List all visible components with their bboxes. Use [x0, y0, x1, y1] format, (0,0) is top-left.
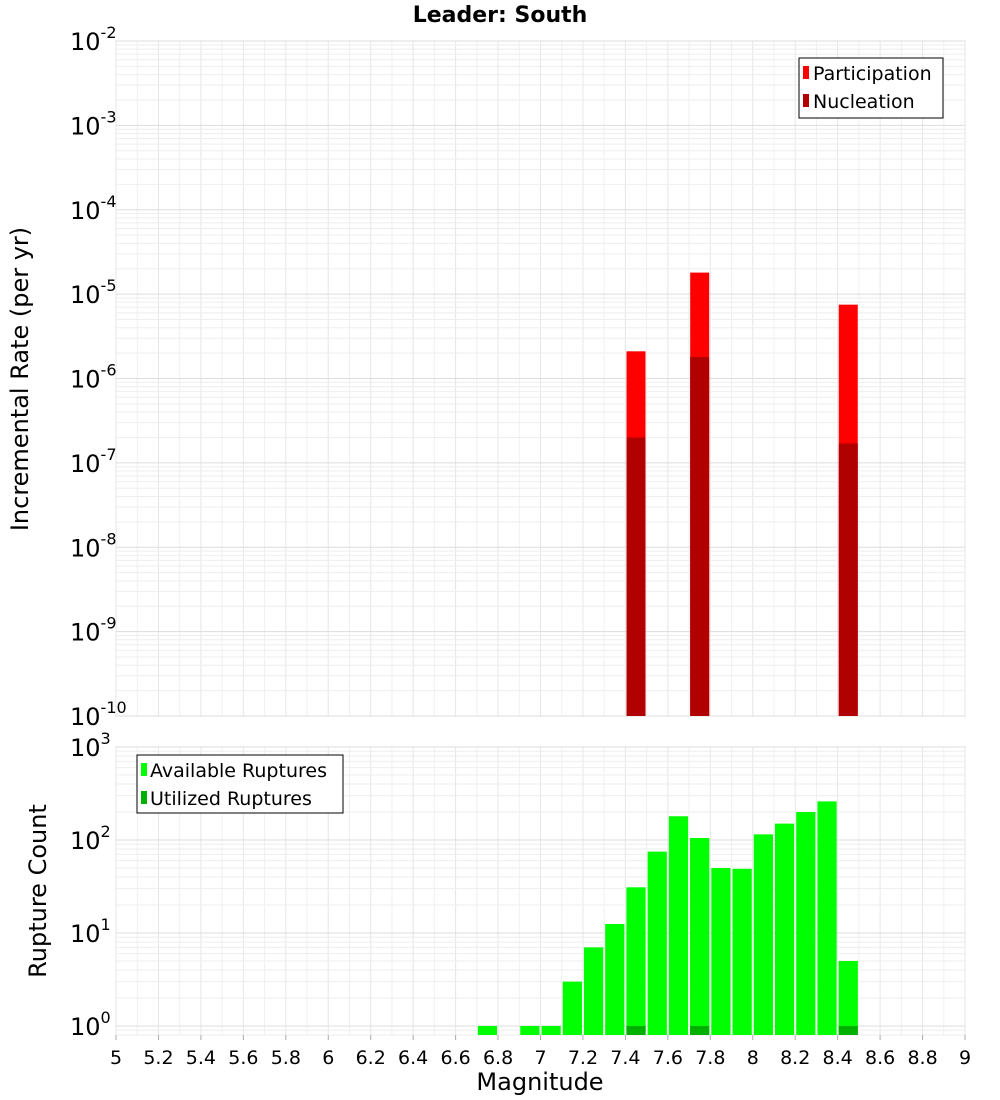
y-tick-label: 10-3: [70, 107, 117, 140]
legend-label-nucleation: Nucleation: [813, 91, 915, 113]
legend-label-utilized: Utilized Ruptures: [150, 788, 312, 810]
legend-item-nucleation: Nucleation: [803, 91, 915, 113]
legend-swatch-nucleation: [803, 94, 809, 107]
x-tick-label: 6: [322, 1047, 334, 1069]
x-tick-label: 7.6: [653, 1047, 683, 1069]
x-tick-label: 8.6: [865, 1047, 895, 1069]
x-tick-label: 5.2: [143, 1047, 173, 1069]
y-tick-label: 10-10: [70, 698, 127, 731]
bar-available-ruptures: [647, 851, 667, 1035]
x-tick-labels: 5 5.2 5.4 5.6 5.8 6 6.2 6.4 6.6 6.8 7 7.2 7.4 7.6 7.8 8…: [110, 1035, 971, 1069]
bar-available-ruptures: [838, 960, 858, 1035]
bar-available-ruptures: [817, 801, 837, 1035]
legend-item-utilized: Utilized Ruptures: [141, 788, 312, 810]
bar-available-ruptures: [626, 887, 646, 1035]
legend-swatch-participation: [803, 66, 809, 79]
bar-available-ruptures: [520, 1025, 540, 1035]
rate-grid: [115, 40, 966, 717]
y-tick-label: 10-2: [70, 23, 117, 56]
x-tick-label: 9: [959, 1047, 971, 1069]
bar-available-ruptures: [477, 1025, 498, 1035]
bar-available-ruptures: [690, 838, 710, 1035]
x-tick-label: 8.8: [907, 1047, 937, 1069]
rate-y-tick-labels: 10-10 10-9 10-8 10-7 10-6 10-5 10-4 10-3 10-2: [70, 23, 127, 731]
rate-bars: [626, 272, 858, 716]
y-tick-label: 10-7: [70, 445, 117, 478]
bar-nucleation: [690, 356, 710, 716]
x-tick-label: 6.4: [398, 1047, 428, 1069]
rate-legend: Participation Nucleation: [798, 57, 944, 119]
legend-swatch-available: [141, 763, 147, 776]
y-tick-label: 10-8: [70, 529, 117, 562]
x-tick-label: 7.8: [695, 1047, 725, 1069]
y-tick-label: 103: [70, 729, 111, 762]
bar-utilized-ruptures: [838, 1025, 858, 1035]
bar-available-ruptures: [753, 834, 773, 1035]
legend-swatch-utilized: [141, 791, 147, 804]
count-bars: [477, 801, 858, 1035]
bar-available-ruptures: [605, 923, 625, 1035]
bar-nucleation: [838, 443, 858, 716]
bar-utilized-ruptures: [626, 1025, 646, 1035]
count-y-tick-labels: 100 101 102 103: [70, 729, 111, 1041]
rate-panel: Leader: South 10-1010-910-810-710-610-51…: [6, 3, 966, 731]
y-tick-label: 10-4: [70, 192, 117, 225]
bar-available-ruptures: [668, 816, 689, 1035]
x-tick-label: 8.4: [823, 1047, 853, 1069]
count-panel: 100 101 102 103 5 5.2 5.4 5.6 5.8 6 6.2 6.4 6.6 6.8 7…: [24, 729, 971, 1096]
bar-available-ruptures: [583, 947, 604, 1035]
y-tick-label: 10-5: [70, 276, 117, 309]
bar-utilized-ruptures: [690, 1025, 710, 1035]
bar-available-ruptures: [732, 868, 752, 1035]
rate-y-axis-label: Incremental Rate (per yr): [6, 227, 34, 531]
count-legend: Available Ruptures Utilized Ruptures: [136, 754, 344, 814]
y-tick-label: 100: [70, 1008, 111, 1041]
y-tick-label: 101: [70, 915, 111, 948]
x-tick-label: 7: [534, 1047, 546, 1069]
bar-available-ruptures: [541, 1025, 561, 1035]
bar-available-ruptures: [774, 823, 795, 1035]
x-tick-label: 5.4: [186, 1047, 216, 1069]
x-tick-label: 6.8: [483, 1047, 513, 1069]
bar-available-ruptures: [711, 867, 731, 1035]
x-tick-label: 7.2: [568, 1047, 598, 1069]
x-tick-label: 6.6: [440, 1047, 470, 1069]
x-tick-label: 7.4: [610, 1047, 640, 1069]
x-axis-label: Magnitude: [476, 1068, 603, 1096]
count-grid: [115, 746, 966, 1036]
x-tick-label: 5.6: [228, 1047, 258, 1069]
y-tick-label: 102: [70, 822, 111, 855]
x-tick-label: 6.2: [356, 1047, 386, 1069]
bar-available-ruptures: [562, 981, 582, 1035]
legend-label-available: Available Ruptures: [150, 760, 327, 782]
count-y-axis-label: Rupture Count: [24, 804, 52, 978]
bar-nucleation: [626, 437, 646, 716]
x-tick-label: 8.2: [780, 1047, 810, 1069]
chart-title: Leader: South: [413, 3, 588, 28]
legend-label-participation: Participation: [813, 63, 932, 85]
y-tick-label: 10-9: [70, 614, 117, 647]
y-tick-label: 10-6: [70, 361, 117, 394]
legend-item-available: Available Ruptures: [141, 760, 327, 782]
x-tick-label: 5: [110, 1047, 122, 1069]
bar-available-ruptures: [796, 812, 816, 1035]
legend-item-participation: Participation: [803, 63, 932, 85]
x-tick-label: 5.8: [271, 1047, 301, 1069]
x-tick-label: 8: [747, 1047, 759, 1069]
